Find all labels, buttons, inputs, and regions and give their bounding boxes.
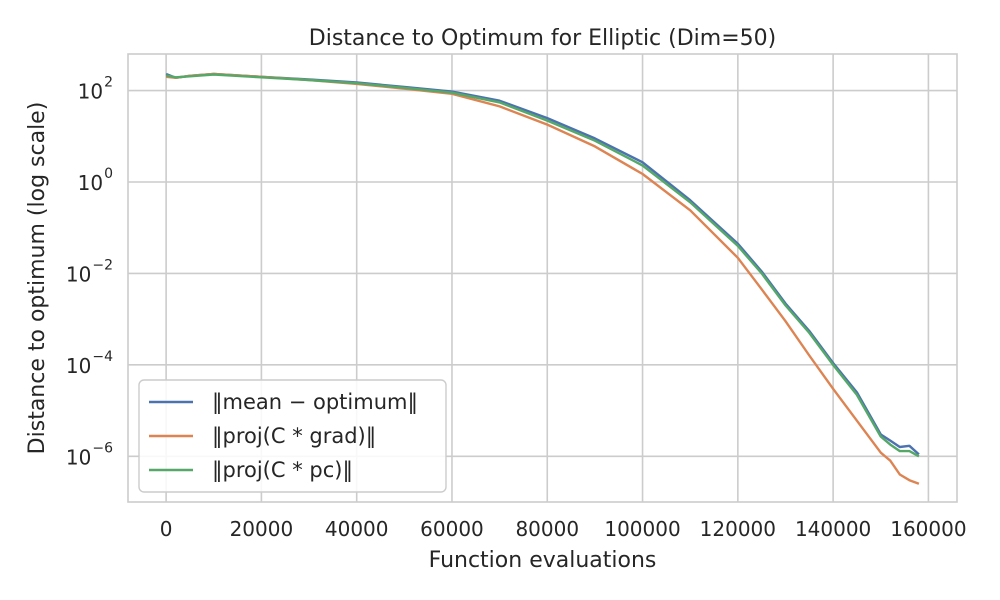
chart-title: Distance to Optimum for Elliptic (Dim=50… [309, 26, 776, 51]
y-tick-label: 10 −6 [66, 440, 113, 469]
x-tick-label: 120000 [700, 517, 776, 541]
y-tick-exponent: 0 [104, 166, 113, 182]
x-tick-labels: 0 20000 40000 60000 80000 100000 120000 140000 1… [160, 517, 967, 541]
y-tick-base: 10 [66, 354, 91, 378]
y-tick-label: 10 2 [78, 75, 113, 104]
x-tick-label: 100000 [604, 517, 680, 541]
x-tick-label: 60000 [420, 517, 484, 541]
y-tick-label: 10 −2 [66, 257, 113, 286]
y-tick-label: 10 −4 [66, 349, 113, 378]
x-tick-label: 0 [160, 517, 173, 541]
y-tick-exponent: −2 [92, 257, 113, 273]
legend-label: ‖proj(C * pc)‖ [212, 458, 353, 483]
legend-item: ‖mean − optimum‖ [149, 390, 418, 415]
y-tick-exponent: 2 [104, 75, 113, 91]
series-layer [165, 72, 920, 485]
series-line-3 [165, 73, 920, 458]
x-tick-label: 40000 [325, 517, 389, 541]
x-axis-label: Function evaluations [429, 548, 657, 573]
legend-box [138, 379, 447, 493]
x-tick-label: 20000 [230, 517, 294, 541]
y-tick-base: 10 [78, 171, 103, 195]
plot-frame [127, 53, 958, 503]
y-axis-label: Distance to optimum (log scale) [25, 102, 50, 455]
legend-label: ‖proj(C * grad)‖ [212, 424, 376, 449]
x-tick-label: 80000 [515, 517, 579, 541]
legend-item: ‖proj(C * pc)‖ [149, 458, 353, 483]
x-tick-label: 160000 [890, 517, 966, 541]
y-tick-label: 10 0 [78, 166, 113, 195]
y-tick-base: 10 [78, 80, 103, 104]
legend-item: ‖proj(C * grad)‖ [149, 424, 376, 449]
legend: ‖mean − optimum‖ ‖proj(C * grad)‖ ‖proj(C … [138, 379, 447, 493]
x-tick-label: 140000 [795, 517, 871, 541]
y-tick-base: 10 [66, 445, 91, 469]
legend-label: ‖mean − optimum‖ [212, 390, 418, 415]
grid [128, 54, 957, 502]
y-tick-exponent: −6 [92, 440, 113, 456]
y-tick-base: 10 [66, 262, 91, 286]
y-tick-exponent: −4 [92, 349, 113, 365]
